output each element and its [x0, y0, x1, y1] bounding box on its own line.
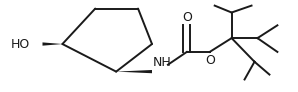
Text: O: O [205, 54, 215, 67]
Polygon shape [116, 70, 152, 73]
Polygon shape [43, 42, 62, 46]
Text: NH: NH [153, 56, 172, 69]
Text: HO: HO [11, 38, 30, 51]
Text: O: O [182, 10, 192, 23]
